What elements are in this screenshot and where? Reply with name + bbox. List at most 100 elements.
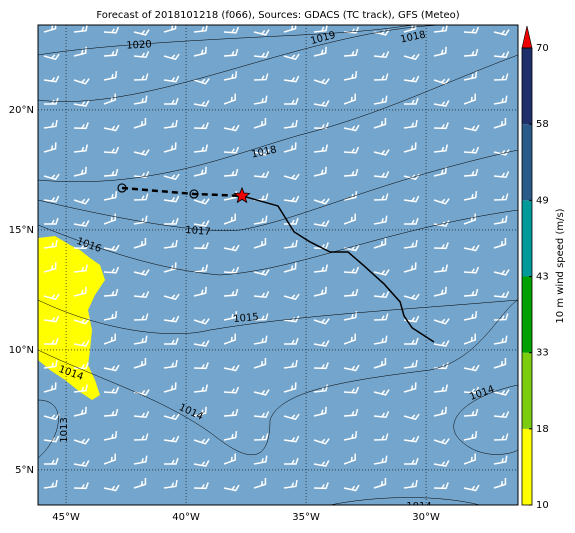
wind-barb xyxy=(223,146,240,154)
wind-barb xyxy=(103,364,120,372)
wind-barb xyxy=(313,220,330,227)
wind-barb xyxy=(283,195,300,203)
wind-barb xyxy=(373,269,390,276)
wind-barb xyxy=(313,286,327,297)
map-frame xyxy=(37,24,519,506)
wind-barb xyxy=(433,242,449,250)
wind-barb xyxy=(193,406,207,417)
wind-barb xyxy=(313,264,329,273)
wind-barb xyxy=(283,382,297,393)
wind-barb xyxy=(43,53,60,61)
wind-barb xyxy=(193,242,209,250)
wind-barb xyxy=(343,311,358,321)
wind-barb xyxy=(403,293,420,301)
wind-barb xyxy=(373,51,390,59)
wind-barb xyxy=(433,25,449,33)
wind-barb xyxy=(103,311,118,321)
wind-barb xyxy=(493,335,508,345)
wind-barb xyxy=(373,335,388,345)
wind-barb xyxy=(493,237,507,249)
wind-barb xyxy=(103,408,119,417)
wind-barb xyxy=(193,144,209,153)
wind-barb xyxy=(73,362,89,370)
wind-barb xyxy=(493,73,509,81)
wind-barb xyxy=(223,484,240,492)
wind-barb xyxy=(163,315,180,323)
wind-barb xyxy=(493,455,508,465)
wind-barb xyxy=(223,124,240,132)
colorbar-tick-label: 10 xyxy=(536,500,549,511)
wind-barb xyxy=(373,193,389,201)
wind-barb xyxy=(44,217,59,225)
wind-barb xyxy=(253,477,267,489)
wind-barb xyxy=(193,384,209,393)
wind-barb xyxy=(253,455,268,465)
wind-barb xyxy=(103,453,117,465)
wind-barb xyxy=(493,291,510,299)
wind-barb xyxy=(313,166,327,177)
wind-barb xyxy=(313,100,330,107)
wind-barb xyxy=(164,217,179,225)
wind-barb xyxy=(373,357,387,369)
wind-barb xyxy=(433,286,447,297)
wind-barbs xyxy=(43,25,510,492)
wind-barb xyxy=(223,48,239,57)
wind-barb xyxy=(164,97,179,105)
wind-barb xyxy=(433,46,447,57)
wind-barb xyxy=(133,433,149,441)
wind-barb xyxy=(493,389,510,396)
grid: 45°W 40°W 35°W 30°W 5°N 10°N 15°N 20°N xyxy=(9,25,518,523)
track xyxy=(117,183,435,343)
wind-barb xyxy=(493,95,508,105)
colorbar-segment xyxy=(522,276,532,353)
wind-barb xyxy=(283,75,300,83)
wind-barb xyxy=(73,384,89,393)
wind-barb xyxy=(43,293,60,301)
wind-barb xyxy=(133,357,147,369)
wind-barb xyxy=(193,286,207,297)
wind-barb xyxy=(193,264,209,273)
wind-barb xyxy=(343,213,357,225)
track-point xyxy=(117,183,127,193)
wind-barb xyxy=(313,122,329,130)
wind-barb xyxy=(404,457,419,465)
wind-barb xyxy=(163,195,180,203)
wind-barb xyxy=(164,457,179,465)
wind-barb xyxy=(284,457,299,465)
wind-barb xyxy=(223,431,238,441)
wind-barb xyxy=(193,438,210,445)
wind-barb xyxy=(253,313,269,321)
wind-barb xyxy=(43,119,58,129)
wind-barb xyxy=(463,386,480,394)
wind-barb xyxy=(343,146,360,154)
wind-barb xyxy=(403,479,418,489)
wind-barb xyxy=(73,318,90,325)
wind-barb xyxy=(343,168,359,177)
isobar xyxy=(38,209,518,276)
wind-barb xyxy=(43,25,57,33)
wind-barb xyxy=(73,78,90,85)
wind-barb xyxy=(433,318,450,325)
wind-barb xyxy=(343,431,358,441)
wind-barb xyxy=(133,477,147,489)
wind-barb xyxy=(463,266,480,274)
wind-barb xyxy=(313,482,329,490)
x-tick-label: 45°W xyxy=(52,512,80,523)
wind-barb xyxy=(403,239,418,249)
wind-barb xyxy=(223,71,238,81)
wind-barb xyxy=(313,46,327,57)
current-position xyxy=(233,186,251,204)
wind-barb xyxy=(283,479,298,489)
wind-barb xyxy=(193,198,210,205)
wind-barb xyxy=(133,389,150,396)
wind-barb xyxy=(193,220,210,227)
wind-barb xyxy=(373,215,388,225)
wind-barb xyxy=(223,93,237,105)
isobar xyxy=(38,399,59,459)
wind-barb xyxy=(463,431,478,441)
wind-barb xyxy=(103,244,120,252)
colorbar-tick-label: 58 xyxy=(536,119,549,130)
wind-barb xyxy=(253,95,268,105)
wind-barb xyxy=(463,333,477,345)
